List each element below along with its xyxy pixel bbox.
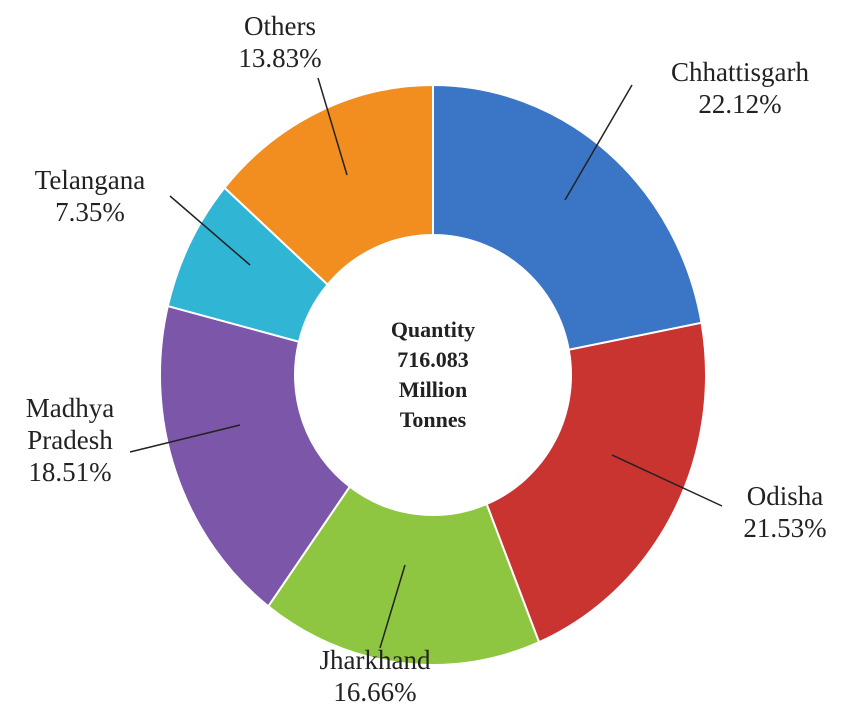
donut-slice [432,83,703,351]
category-label: Chhattisgarh [671,57,809,87]
center-line: 716.083 [397,347,469,372]
center-label: Quantity 716.083 Million Tonnes [391,315,475,435]
leader-line [169,195,251,266]
slice-label: Others 13.83% [238,10,321,74]
center-line: Quantity [390,317,476,342]
category-label: Telangana [34,165,146,195]
category-label: Jharkhand [319,645,431,675]
value-label: 18.51% [28,457,112,487]
value-label: 22.12% [698,89,782,119]
slice-label: Telangana 7.35% [35,164,146,228]
slice-label: Odisha 21.53% [743,480,826,544]
leader-line [379,564,406,649]
category-label: Others [244,11,316,41]
center-line: Million [398,377,468,402]
value-label: 16.66% [333,677,417,707]
donut-slice [159,304,352,608]
slice-label: Madhya Pradesh 18.51% [0,392,145,488]
category-label: Odisha [746,481,824,511]
leader-line [564,84,633,201]
slice-label: Jharkhand 16.66% [320,644,431,708]
value-label: 21.53% [743,513,827,543]
donut-slice [266,485,541,666]
value-label: 13.83% [238,43,322,73]
leader-line [611,454,723,507]
donut-slice [223,83,434,287]
center-line: Tonnes [399,407,467,432]
category-label: Madhya Pradesh [25,393,115,455]
donut-slice [485,321,707,644]
leader-line [129,424,241,453]
slice-label: Chhattisgarh 22.12% [671,56,809,120]
value-label: 7.35% [55,197,125,227]
leader-line [317,77,348,176]
